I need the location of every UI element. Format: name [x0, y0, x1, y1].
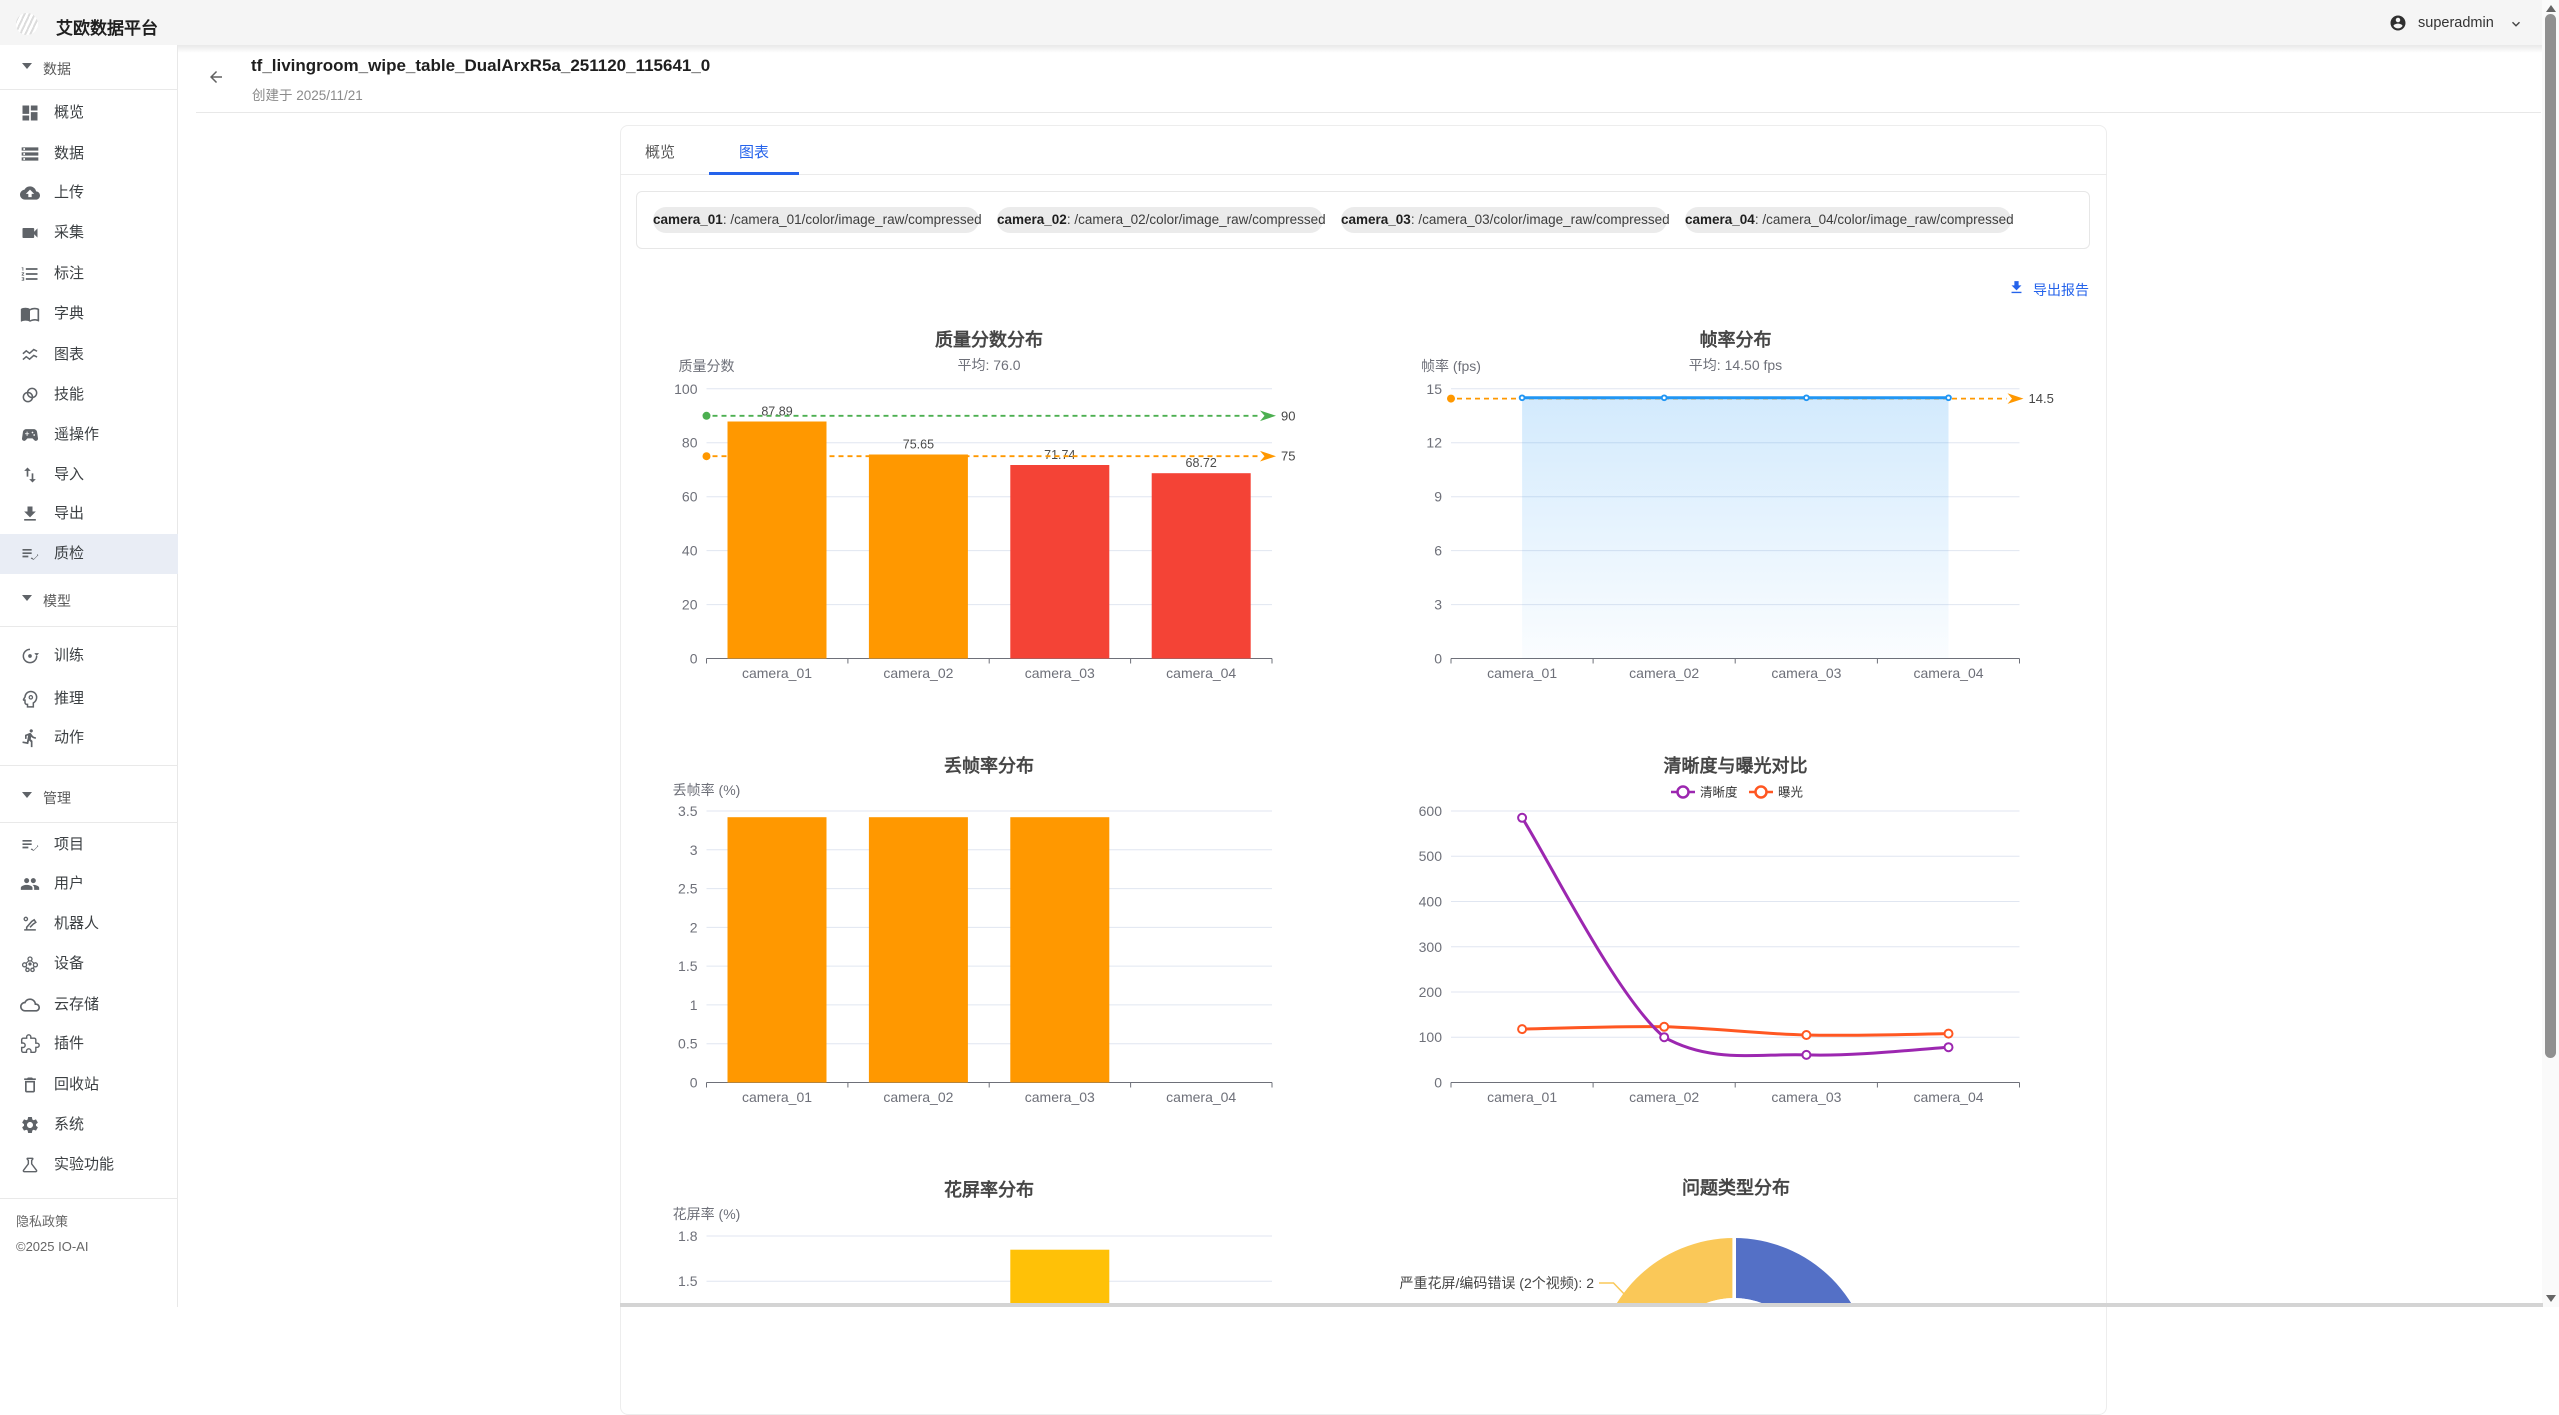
svg-text:500: 500: [1419, 848, 1443, 864]
svg-text:camera_04: camera_04: [1166, 1089, 1236, 1105]
svg-text:0: 0: [1434, 1075, 1442, 1091]
svg-text:15: 15: [1426, 381, 1442, 397]
svg-text:6: 6: [1434, 543, 1442, 559]
svg-text:0: 0: [690, 651, 698, 667]
svg-text:600: 600: [1419, 803, 1443, 819]
svg-text:200: 200: [1419, 984, 1443, 1000]
svg-text:问题类型分布: 问题类型分布: [1682, 1177, 1790, 1198]
svg-text:清晰度与曝光对比: 清晰度与曝光对比: [1664, 755, 1808, 776]
svg-text:300: 300: [1419, 939, 1443, 955]
svg-text:平均: 76.0: 平均: 76.0: [957, 357, 1020, 373]
svg-text:质量分数分布: 质量分数分布: [935, 329, 1043, 350]
svg-text:2.5: 2.5: [678, 881, 698, 897]
svg-text:60: 60: [682, 489, 698, 505]
svg-text:清晰度: 清晰度: [1700, 785, 1738, 800]
svg-text:帧率 (fps): 帧率 (fps): [1421, 358, 1481, 374]
svg-text:100: 100: [1419, 1029, 1443, 1045]
svg-text:80: 80: [682, 435, 698, 451]
svg-text:14.5: 14.5: [2029, 391, 2054, 406]
svg-text:1.5: 1.5: [678, 1273, 698, 1289]
svg-text:camera_01: camera_01: [1487, 665, 1557, 681]
svg-text:花屏率 (%): 花屏率 (%): [673, 1206, 741, 1222]
svg-text:camera_02: camera_02: [1629, 1089, 1699, 1105]
svg-text:2: 2: [690, 919, 698, 935]
svg-text:3: 3: [1434, 597, 1442, 613]
svg-text:9: 9: [1434, 489, 1442, 505]
svg-text:1.5: 1.5: [678, 958, 698, 974]
svg-text:花屏率分布: 花屏率分布: [944, 1179, 1034, 1200]
svg-text:400: 400: [1419, 894, 1443, 910]
svg-text:camera_03: camera_03: [1771, 665, 1841, 681]
svg-text:camera_03: camera_03: [1025, 1089, 1095, 1105]
svg-text:1.8: 1.8: [678, 1228, 698, 1244]
svg-text:质量分数: 质量分数: [679, 358, 735, 374]
svg-text:camera_04: camera_04: [1166, 665, 1236, 681]
svg-text:0: 0: [1434, 651, 1442, 667]
svg-text:camera_02: camera_02: [883, 1089, 953, 1105]
svg-text:0.5: 0.5: [678, 1036, 698, 1052]
svg-text:1: 1: [690, 997, 698, 1013]
svg-text:丢帧率分布: 丢帧率分布: [944, 755, 1034, 776]
svg-text:丢帧率 (%): 丢帧率 (%): [673, 782, 741, 798]
svg-text:75.65: 75.65: [903, 438, 934, 452]
svg-text:camera_03: camera_03: [1025, 665, 1095, 681]
svg-text:75: 75: [1281, 449, 1295, 464]
svg-text:曝光: 曝光: [1778, 786, 1803, 800]
svg-text:90: 90: [1281, 408, 1295, 423]
svg-text:严重花屏/编码错误 (2个视频): 2: 严重花屏/编码错误 (2个视频): 2: [1400, 1275, 1595, 1291]
svg-text:camera_02: camera_02: [883, 665, 953, 681]
svg-text:camera_04: camera_04: [1913, 665, 1983, 681]
svg-text:camera_01: camera_01: [742, 1089, 812, 1105]
svg-text:71.74: 71.74: [1044, 448, 1075, 462]
svg-text:3: 3: [690, 842, 698, 858]
svg-text:20: 20: [682, 597, 698, 613]
svg-text:40: 40: [682, 543, 698, 559]
svg-text:camera_01: camera_01: [1487, 1089, 1557, 1105]
svg-text:12: 12: [1426, 435, 1442, 451]
svg-text:0: 0: [690, 1075, 698, 1091]
svg-text:68.72: 68.72: [1186, 456, 1217, 470]
svg-text:3.5: 3.5: [678, 803, 698, 819]
svg-text:帧率分布: 帧率分布: [1700, 329, 1772, 350]
svg-text:camera_03: camera_03: [1771, 1089, 1841, 1105]
svg-text:camera_04: camera_04: [1913, 1089, 1983, 1105]
svg-text:camera_01: camera_01: [742, 665, 812, 681]
svg-text:camera_02: camera_02: [1629, 665, 1699, 681]
svg-text:平均: 14.50 fps: 平均: 14.50 fps: [1689, 357, 1782, 373]
svg-text:100: 100: [674, 381, 698, 397]
